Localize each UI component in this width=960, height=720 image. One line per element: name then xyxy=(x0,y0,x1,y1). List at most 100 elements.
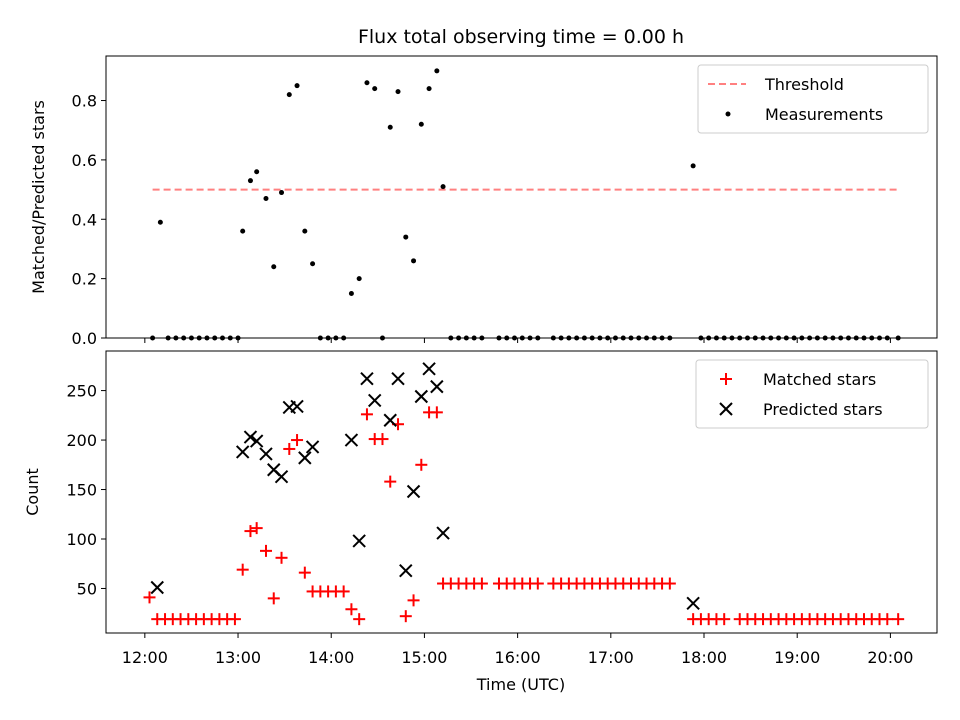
measurement-point xyxy=(387,124,393,130)
time-x-axis-label: Time (UTC) xyxy=(476,675,565,694)
measurement-point xyxy=(348,290,354,296)
measurement-point xyxy=(247,178,253,184)
chart-title: Flux total observing time = 0.00 h xyxy=(358,26,684,48)
measurement-point xyxy=(440,184,446,190)
time-x-tick-label: 15:00 xyxy=(401,648,447,667)
matched-star-marker xyxy=(531,577,544,590)
matched-star-marker xyxy=(236,563,249,576)
count-legend: Matched stars Predicted stars xyxy=(695,359,929,429)
time-x-tick-label: 19:00 xyxy=(774,648,820,667)
count-y-tick-label: 50 xyxy=(77,579,97,598)
measurement-point xyxy=(434,68,440,74)
ratio-legend-box xyxy=(697,64,929,134)
predicted-star-marker xyxy=(414,389,429,404)
measurement-point xyxy=(356,276,362,282)
matched-star-marker xyxy=(259,544,272,557)
count-y-axis-label: Count xyxy=(23,468,42,516)
matched-legend-label: Matched stars xyxy=(763,370,876,389)
predicted-legend-label: Predicted stars xyxy=(763,400,883,419)
measurement-point xyxy=(302,228,308,234)
matched-star-marker xyxy=(360,408,373,421)
count-y-tick-label: 250 xyxy=(66,382,97,401)
time-x-tick-label: 16:00 xyxy=(495,648,541,667)
measurement-point xyxy=(690,163,696,169)
count-y-tick-label: 150 xyxy=(66,481,97,500)
measurement-point xyxy=(364,80,370,86)
measurement-point xyxy=(271,264,277,270)
measurement-point xyxy=(294,83,300,89)
measurement-point xyxy=(403,234,409,240)
predicted-star-marker xyxy=(383,413,397,427)
matched-star-marker xyxy=(250,522,263,535)
matched-star-marker xyxy=(399,610,412,623)
time-x-tick-label: 18:00 xyxy=(681,648,727,667)
matched-star-marker xyxy=(244,525,257,538)
matched-star-marker xyxy=(267,592,280,605)
matched-star-marker xyxy=(881,613,894,626)
predicted-stars-points xyxy=(150,362,700,611)
measurement-point xyxy=(395,89,401,95)
matched-star-marker xyxy=(718,613,731,626)
count-panel: 50 100 150 200 250 12:00 13:00 14:00 15:00 16:00… xyxy=(23,350,938,694)
count-y-tick-label: 200 xyxy=(66,431,97,450)
matched-star-marker xyxy=(663,577,676,590)
measurement-point xyxy=(286,92,292,98)
predicted-star-marker xyxy=(259,447,273,461)
count-legend-box xyxy=(695,359,929,429)
ratio-y-tick-label: 0.4 xyxy=(72,210,97,229)
matched-legend-swatch xyxy=(720,373,732,385)
predicted-star-marker xyxy=(150,580,164,595)
predicted-star-marker xyxy=(235,445,250,459)
predicted-star-marker xyxy=(298,451,312,465)
predicted-star-marker xyxy=(290,399,304,414)
matched-star-marker xyxy=(337,585,350,598)
time-x-tick-label: 14:00 xyxy=(308,648,354,667)
predicted-star-marker xyxy=(352,534,366,548)
matched-star-marker xyxy=(283,442,296,455)
ratio-x-ticks xyxy=(144,338,891,343)
matched-star-marker xyxy=(143,591,156,604)
predicted-star-marker xyxy=(422,362,436,376)
measurement-point xyxy=(240,228,246,234)
predicted-star-marker xyxy=(274,469,289,484)
time-x-tick-label: 17:00 xyxy=(588,648,634,667)
measurements-legend-swatch xyxy=(725,111,731,117)
matched-star-marker xyxy=(353,613,366,626)
ratio-y-axis-label: Matched/Predicted stars xyxy=(29,100,48,294)
time-x-tick-label: 12:00 xyxy=(122,648,168,667)
measurements-legend-label: Measurements xyxy=(765,105,883,124)
predicted-star-marker xyxy=(344,433,359,447)
measurement-point xyxy=(310,261,316,267)
predicted-star-marker xyxy=(391,371,405,386)
matched-star-marker xyxy=(407,594,420,607)
measurement-point xyxy=(426,86,432,92)
predicted-star-marker xyxy=(399,563,413,578)
measurement-point xyxy=(263,195,269,201)
matched-star-marker xyxy=(430,406,443,419)
ratio-y-tick-label: 0.2 xyxy=(72,270,97,289)
count-y-axis: 50 100 150 200 250 xyxy=(66,382,106,598)
count-plot-frame xyxy=(105,350,938,634)
ratio-panel: 0.00.20.40.60.8 Matched/Predicted stars … xyxy=(29,55,938,348)
matched-star-marker xyxy=(376,433,389,446)
predicted-star-marker xyxy=(249,434,264,448)
predicted-star-marker xyxy=(243,430,258,444)
predicted-legend-swatch xyxy=(719,402,733,416)
matched-star-marker xyxy=(475,577,488,590)
matched-star-marker xyxy=(275,551,288,564)
ratio-y-tick-label: 0.0 xyxy=(72,329,97,348)
matched-star-marker xyxy=(298,566,311,579)
matched-stars-points xyxy=(143,406,905,626)
measurement-point xyxy=(254,169,260,175)
measurement-point xyxy=(418,121,424,127)
matched-star-marker xyxy=(384,475,397,488)
matched-star-marker xyxy=(291,434,304,447)
predicted-star-marker xyxy=(686,596,700,611)
predicted-star-marker xyxy=(406,484,421,499)
predicted-star-marker xyxy=(305,440,320,454)
measurement-point xyxy=(279,190,285,196)
count-y-tick-label: 100 xyxy=(66,530,97,549)
ratio-y-axis: 0.0 0.2 0.4 0.6 0.8 xyxy=(72,92,106,348)
time-x-tick-label: 20:00 xyxy=(867,648,913,667)
